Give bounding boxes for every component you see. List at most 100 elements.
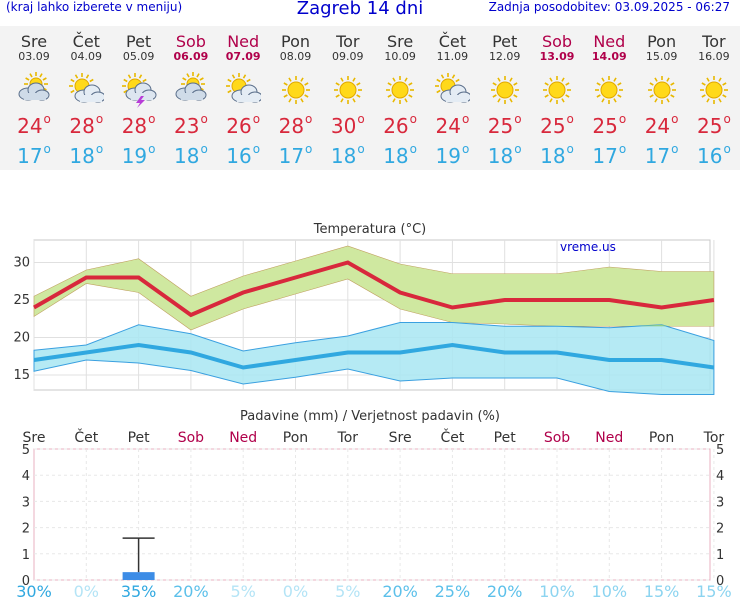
min-temp-value: 17 [17, 144, 43, 168]
min-temp: 18o [374, 142, 426, 168]
max-temp: 26o [374, 112, 426, 138]
precip-probability: 10% [539, 582, 575, 600]
precip-probability: 20% [173, 582, 209, 600]
day-date: 05.09 [122, 50, 155, 63]
precip-y-tick-left: 1 [22, 548, 30, 563]
day-date: 11.09 [436, 50, 469, 63]
degree-symbol: o [461, 112, 470, 126]
max-temp: 24o [426, 112, 478, 138]
min-temp-value: 17 [644, 144, 671, 168]
day-name: Ned [227, 32, 260, 51]
degree-symbol: o [95, 142, 104, 156]
precip-probability: 30% [16, 582, 52, 600]
day-date: 03.09 [18, 50, 50, 63]
max-temp-value: 24 [644, 114, 671, 138]
min-temp-band [33, 322, 715, 395]
day-name: Pet [125, 32, 152, 51]
degree-symbol: o [148, 142, 156, 156]
precip-plot-area [33, 448, 711, 581]
precip-day-label: Sre [389, 430, 412, 446]
min-temp: 17o [583, 142, 635, 168]
day-header: Sob 13.09 [531, 34, 583, 64]
degree-symbol: o [357, 112, 365, 126]
max-temp: 25o [583, 112, 635, 138]
day-header: Pet 12.09 [479, 34, 531, 64]
max-temp: 26o [217, 112, 269, 138]
min-temp-value: 19 [435, 144, 461, 168]
max-temp-value: 28 [69, 114, 95, 138]
degree-symbol: o [43, 142, 51, 156]
min-temp: 18o [165, 142, 217, 168]
degree-symbol: o [566, 112, 574, 126]
precip-probability: 20% [382, 582, 418, 600]
precip-y-tick-right: 1 [716, 548, 724, 563]
degree-symbol: o [200, 142, 208, 156]
temp-y-tick: 30 [13, 256, 30, 271]
day-date: 15.09 [645, 50, 678, 63]
max-temp-value: 26 [226, 114, 252, 138]
day-name: Sre [386, 32, 414, 51]
min-temp: 17o [636, 142, 688, 168]
degree-symbol: o [514, 142, 522, 156]
min-temp: 16o [688, 142, 740, 168]
forecast-strip [0, 26, 740, 170]
max-temp-value: 26 [383, 114, 409, 138]
thunderstorm-icon [121, 72, 157, 108]
day-name: Sob [541, 32, 573, 51]
partly-cloudy-icon [173, 72, 209, 108]
max-temp-value: 25 [592, 114, 618, 138]
min-temp: 19o [113, 142, 165, 168]
partly-cloudy-icon [16, 72, 52, 108]
temp-chart-title: Temperatura (°C) [313, 222, 426, 237]
min-temp: 17o [270, 142, 322, 168]
precip-probability: 10% [592, 582, 628, 600]
degree-symbol: o [409, 142, 417, 156]
sun-icon [330, 72, 366, 108]
precip-probability: 35% [121, 582, 157, 600]
precip-day-label: Čet [440, 428, 464, 446]
precip-y-tick-left: 5 [22, 443, 30, 458]
precip-y-tick-right: 2 [716, 522, 724, 537]
precip-probability: 25% [435, 582, 471, 600]
sun-icon [278, 72, 314, 108]
day-header: Pet 05.09 [113, 34, 165, 64]
day-date: 07.09 [225, 50, 261, 63]
day-name: Pon [280, 32, 310, 51]
day-header: Čet 04.09 [60, 34, 112, 64]
max-temp-value: 24 [435, 114, 461, 138]
precip-day-label: Pet [494, 430, 517, 446]
precip-day-label: Ned [595, 430, 623, 446]
min-temp-value: 16 [696, 144, 723, 168]
watermark: vreme.us [560, 240, 616, 254]
degree-symbol: o [148, 112, 156, 126]
max-temp-line [33, 260, 715, 318]
degree-symbol: o [409, 112, 417, 126]
min-temp-line [33, 342, 715, 370]
degree-symbol: o [305, 112, 313, 126]
day-name: Tor [336, 32, 360, 51]
max-temp: 25o [531, 112, 583, 138]
day-name: Sob [175, 32, 206, 51]
precip-y-tick-right: 4 [716, 469, 724, 484]
degree-symbol: o [252, 112, 261, 126]
max-temp: 30o [322, 112, 374, 138]
menu-hint: (kraj lahko izberete v meniju) [6, 0, 183, 14]
precip-day-label: Pon [649, 430, 674, 446]
min-temp-value: 19 [121, 144, 148, 168]
max-temp-value: 28 [121, 114, 148, 138]
sun-icon [696, 72, 732, 108]
min-temp-value: 18 [487, 144, 514, 168]
precip-day-label: Pon [283, 430, 308, 446]
min-temp-value: 18 [330, 144, 357, 168]
max-temp: 25o [479, 112, 531, 138]
day-name: Čet [438, 32, 467, 51]
max-temp-value: 25 [540, 114, 566, 138]
min-temp-value: 18 [173, 144, 200, 168]
day-header: Tor 09.09 [322, 34, 374, 64]
precip-day-label: Tor [337, 430, 359, 446]
precip-y-tick-left: 3 [22, 495, 30, 510]
degree-symbol: o [357, 142, 365, 156]
degree-symbol: o [95, 112, 104, 126]
precip-day-label: Sre [23, 430, 46, 446]
day-name: Pet [492, 32, 518, 51]
